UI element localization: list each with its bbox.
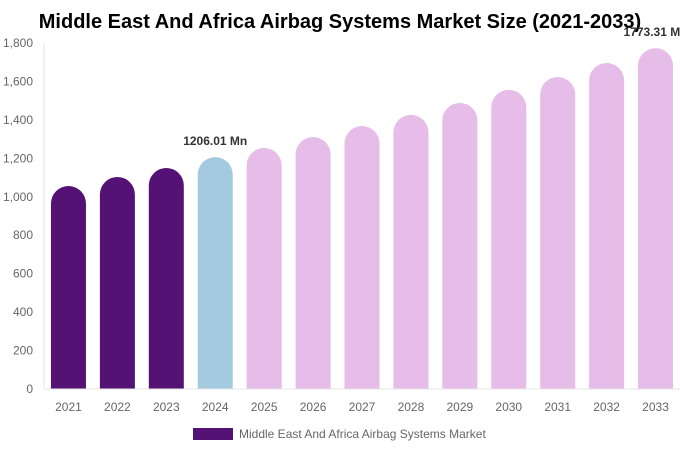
x-tick-label: 2028 [398,400,425,414]
x-tick-label: 2025 [251,400,278,414]
legend-label: Middle East And Africa Airbag Systems Ma… [239,427,486,441]
x-tick-label: 2026 [300,400,327,414]
y-tick-label: 1,000 [3,190,33,204]
y-tick-label: 1,800 [3,36,33,50]
data-label-2024: 1206.01 Mn [183,134,247,148]
bars [50,48,674,390]
y-tick-label: 1,400 [3,113,33,127]
x-tick-label: 2029 [446,400,473,414]
bar-2021 [50,186,86,389]
chart-title: Middle East And Africa Airbag Systems Ma… [39,11,641,33]
x-tick-label: 2031 [544,400,571,414]
bar-2033 [638,48,674,390]
y-tick-label: 600 [13,267,33,281]
bar-2031 [540,77,576,390]
bar-2032 [589,62,625,389]
x-axis: 2021 2022 2023 2024 2025 2026 2027 2028 2029 2030… [44,388,680,414]
y-tick-label: 200 [13,344,33,358]
bar-2028 [393,114,429,389]
y-tick-label: 1,200 [3,151,33,165]
bar-2029 [442,102,478,390]
x-tick-label: 2024 [202,400,229,414]
y-tick-label: 400 [13,305,33,319]
bar-2025 [246,147,282,389]
y-tick-label: 0 [26,382,33,396]
bar-2024 [197,157,233,389]
x-tick-label: 2022 [104,400,131,414]
bar-2023 [148,167,184,389]
x-tick-label: 2023 [153,400,180,414]
x-tick-label: 2021 [55,400,82,414]
data-label-2033: 1773.31 Mn [624,25,680,39]
data-labels: 1206.01 Mn 1773.31 Mn [183,25,680,148]
x-tick-label: 2027 [349,400,376,414]
x-tick-label: 2032 [593,400,620,414]
x-tick-label: 2030 [495,400,522,414]
x-tick-label: 2033 [642,400,669,414]
y-axis: 0 200 400 600 800 1,000 1,200 1,400 1,600 1,800 [3,36,45,396]
bar-2030 [491,89,527,389]
y-tick-label: 1,600 [3,74,33,88]
bar-2026 [295,136,331,389]
y-tick-label: 800 [13,228,33,242]
legend-swatch [193,428,233,440]
bar-2022 [99,176,135,389]
bar-2027 [344,126,380,389]
